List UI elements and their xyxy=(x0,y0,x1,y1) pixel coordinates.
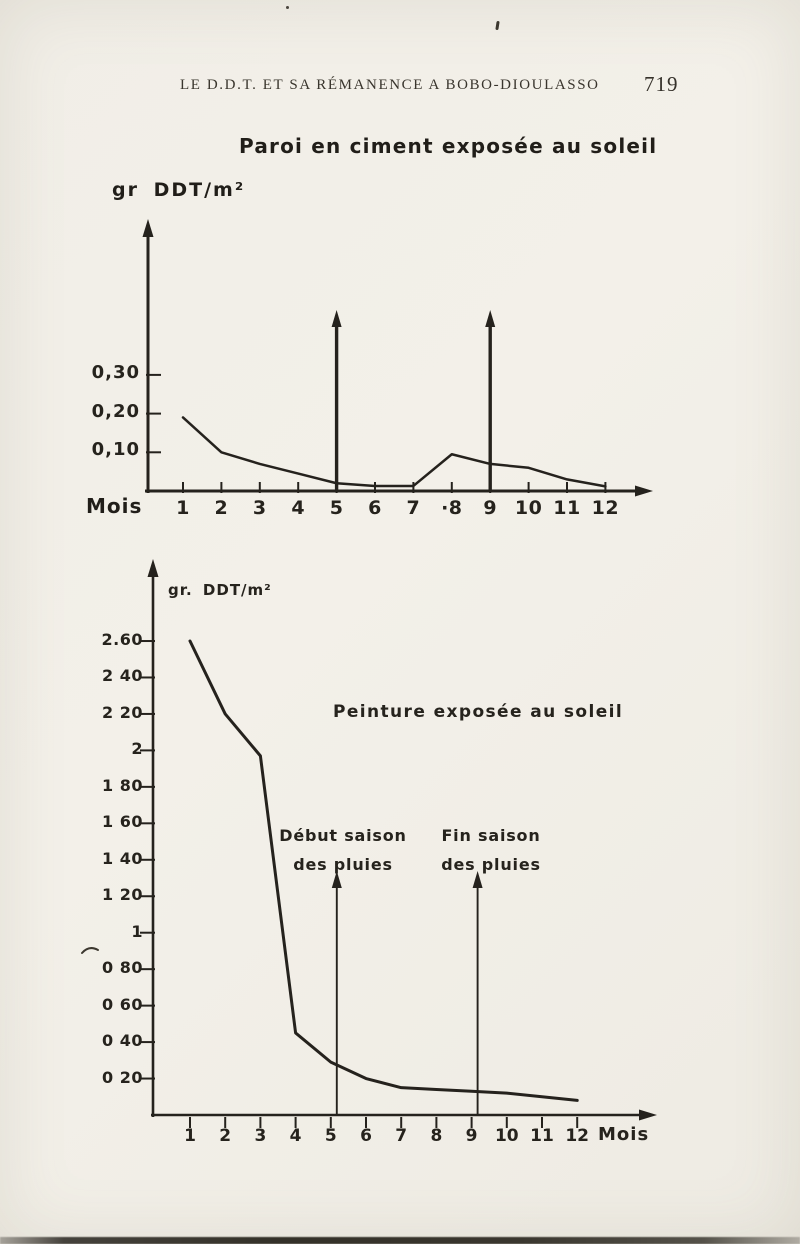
x-tick-label: 3 xyxy=(254,1126,267,1146)
y-tick-label: 1 40 xyxy=(102,848,143,868)
y-tick-label: 1 20 xyxy=(102,885,143,905)
x-tick-label: 10 xyxy=(494,1126,519,1146)
chart1-x-axis-label: Mois xyxy=(86,494,143,518)
x-tick-label: 7 xyxy=(406,497,421,519)
y-tick-label: 0 60 xyxy=(102,994,143,1014)
y-tick-label: 2 xyxy=(131,739,143,759)
chart1-y-axis-label: gr DDT/m² xyxy=(112,179,246,201)
x-tick-label: 4 xyxy=(291,497,306,519)
y-tick-label: 0,30 xyxy=(91,361,140,383)
y-tick-label: 0 20 xyxy=(102,1067,143,1087)
x-tick-label: 8 xyxy=(430,1126,443,1146)
annotation-line: des pluies xyxy=(293,855,393,874)
x-tick-label: 5 xyxy=(324,1126,337,1146)
x-tick-label: 6 xyxy=(368,497,382,519)
x-tick-label: 9 xyxy=(483,497,498,519)
y-tick-label: 0,20 xyxy=(91,400,140,422)
annotation-debut-saison: Début saison des pluies xyxy=(272,821,414,879)
annotation-line: des pluies xyxy=(441,855,541,874)
annotation-line: Début saison xyxy=(279,826,407,845)
chart1-title: Paroi en ciment exposée au soleil xyxy=(239,134,658,158)
x-tick-label: 11 xyxy=(530,1126,554,1146)
y-tick-label: 0 40 xyxy=(102,1031,143,1051)
annotation-line: Fin saison xyxy=(441,826,541,845)
page-number: 719 xyxy=(644,72,679,96)
x-tick-label: 5 xyxy=(329,497,344,519)
y-tick-label: 2.60 xyxy=(101,630,143,650)
y-tick-label: 2 40 xyxy=(102,666,143,686)
running-header: LE D.D.T. ET SA RÉMANENCE A BOBO-DIOULAS… xyxy=(180,77,600,93)
x-tick-label: 11 xyxy=(553,497,581,519)
y-tick-label: 1 xyxy=(131,921,143,941)
y-tick-label: 0 80 xyxy=(102,958,143,978)
x-tick-label: 7 xyxy=(395,1126,408,1146)
annotation-fin-saison: Fin saison des pluies xyxy=(420,821,562,879)
x-tick-label: 9 xyxy=(465,1126,478,1146)
chart2-title: Peinture exposée au soleil xyxy=(333,702,624,722)
y-tick-label: 1 60 xyxy=(102,812,143,832)
y-tick-label: 2 20 xyxy=(102,702,143,722)
x-tick-label: 12 xyxy=(591,497,620,519)
x-tick-label: ·8 xyxy=(441,497,463,519)
x-tick-label: 2 xyxy=(214,497,229,519)
y-tick-label: 1 80 xyxy=(102,775,143,795)
x-tick-label: 12 xyxy=(565,1126,590,1146)
y-tick-label: 0,10 xyxy=(91,439,140,461)
scan-speck xyxy=(286,6,289,9)
x-tick-label: 1 xyxy=(176,497,190,519)
chart2-y-axis-label: gr. DDT/m² xyxy=(168,581,272,599)
scan-edge-shadow xyxy=(0,1237,800,1244)
chart2-x-axis-label: Mois xyxy=(598,1124,650,1145)
x-tick-label: 6 xyxy=(360,1126,372,1146)
x-tick-label: 3 xyxy=(252,497,267,519)
x-tick-label: 2 xyxy=(219,1126,232,1146)
x-tick-label: 1 xyxy=(184,1126,196,1146)
x-tick-label: 10 xyxy=(514,497,543,519)
x-tick-label: 4 xyxy=(289,1126,302,1146)
